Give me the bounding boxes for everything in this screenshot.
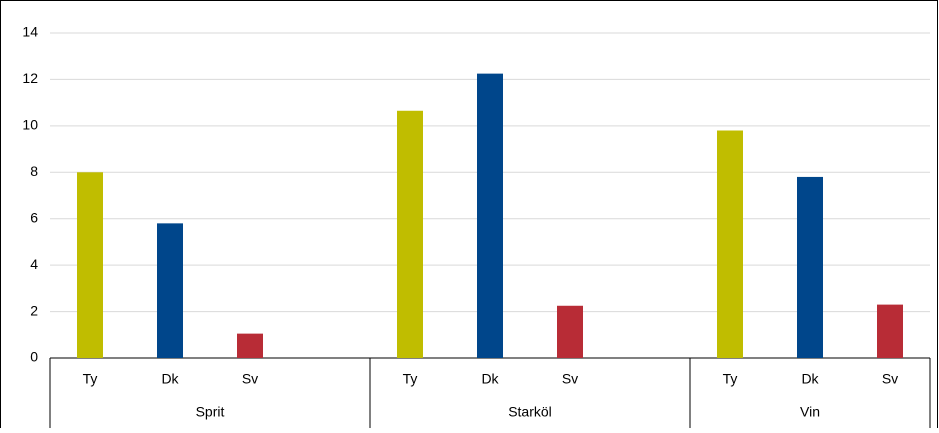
x-tick-label: Sv [882,371,898,387]
y-tick-label: 4 [30,256,38,272]
bar [237,333,263,358]
y-tick-label: 10 [22,117,38,133]
bar [77,172,103,358]
y-tick-label: 2 [30,302,38,318]
y-tick-label: 6 [30,209,38,225]
bar [157,223,183,358]
x-tick-label: Sv [242,371,258,387]
x-tick-label: Sv [562,371,578,387]
x-tick-label: Dk [161,371,179,387]
bar [717,130,743,358]
x-tick-label: Dk [481,371,499,387]
bar [397,110,423,359]
y-tick-label: 12 [22,70,38,86]
x-tick-label: Ty [83,371,98,387]
y-tick-label: 14 [22,24,38,40]
x-tick-label: Ty [403,371,418,387]
group-label: Starköl [508,404,552,420]
y-tick-label: 0 [30,349,38,365]
group-label: Sprit [196,404,225,420]
y-tick-label: 8 [30,163,38,179]
group-label: Vin [800,404,820,420]
x-tick-label: Ty [723,371,738,387]
bar [877,304,903,358]
bar [557,305,583,358]
bar [477,73,503,358]
bar [797,176,823,358]
x-tick-label: Dk [801,371,819,387]
